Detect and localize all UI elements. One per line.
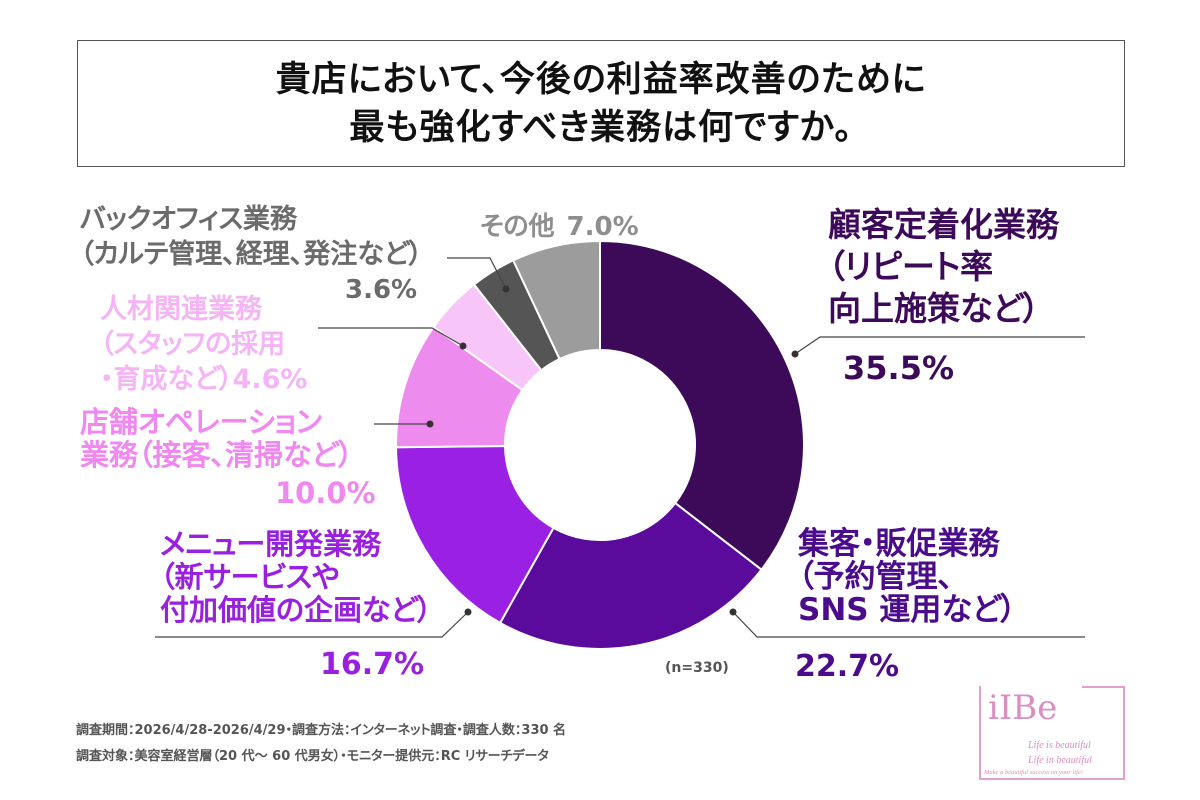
logo-tagline-1: Life is beautiful — [1028, 740, 1091, 751]
value-label-marketing: 22.7% — [795, 649, 900, 684]
sample-size-note: (n=330) — [665, 660, 729, 676]
label-marketing: 集客・販促業務 （予約管理、 SNS 運用など） — [798, 528, 1016, 627]
label-line: 顧客定着化業務 — [828, 205, 1059, 244]
label-line: その他 — [480, 212, 555, 242]
label-line: （新サービスや — [160, 560, 340, 594]
donut-slice-7 — [511, 239, 601, 361]
label-line: 人材関連業務 — [100, 294, 262, 325]
label-line: メニュー開発業務 — [160, 527, 382, 561]
leader-line-menu-development — [155, 611, 469, 638]
value-label-other: 7.0% — [566, 212, 639, 242]
label-line: バックオフィス業務 — [80, 204, 297, 235]
value-label-hr: 4.6% — [232, 364, 308, 395]
label-hr: 人材関連業務 （スタッフの採用 ・育成など）4.6% — [100, 292, 307, 397]
leader-dot-hr — [459, 342, 467, 350]
logo-tagline-3: Make a beautiful success on your life! — [984, 769, 1083, 776]
title-box: 貴店において、今後の利益率改善のために 最も強化すべき業務は何ですか。 — [77, 40, 1125, 167]
label-line: 店舗オペレーション — [80, 405, 322, 439]
value-label-back-office: 3.6% — [345, 275, 418, 305]
label-store-operation: 店舗オペレーション 業務（接客、清掃など） — [80, 406, 353, 472]
label-line: （スタッフの採用 — [100, 329, 286, 360]
logo-frame-top — [1082, 686, 1123, 688]
value-label-menu-development: 16.7% — [320, 647, 425, 682]
value-label-store-operation: 10.0% — [275, 476, 376, 510]
label-line: （予約管理、 — [798, 559, 953, 595]
donut-slice-1 — [599, 239, 805, 572]
leader-dot-back-office — [502, 285, 510, 293]
label-line: 向上施策など） — [828, 289, 1040, 328]
chart-title-line-1: 貴店において、今後の利益率改善のために — [275, 59, 927, 100]
donut-slice-3 — [395, 445, 555, 625]
leader-line-hr — [318, 327, 464, 347]
leader-line-marketing — [732, 611, 1085, 638]
value-label-customer-retention: 35.5% — [843, 349, 955, 387]
label-line: 集客・販促業務 — [798, 526, 1000, 562]
leader-dot-customer-retention — [791, 350, 799, 358]
label-customer-retention: 顧客定着化業務 （リピート率 向上施策など） — [828, 204, 1059, 330]
label-line-with-value: ・育成など）4.6% — [100, 362, 307, 397]
leader-line-customer-retention — [794, 336, 1085, 355]
label-menu-development: メニュー開発業務 （新サービスや 付加価値の企画など） — [160, 528, 432, 627]
label-line: 業務（接客、清掃など） — [80, 438, 353, 472]
logo-frame — [979, 686, 1125, 780]
leader-dot-marketing — [729, 608, 737, 616]
label-line: ・育成など） — [100, 364, 233, 395]
label-other: その他 7.0% — [480, 211, 639, 243]
label-line: 付加価値の企画など） — [160, 593, 432, 627]
logo-tagline-2: Life in beautiful — [1028, 755, 1092, 766]
label-line: （カルテ管理、経理、発注など） — [80, 239, 423, 270]
label-line: SNS 運用など） — [798, 592, 1017, 628]
leader-dots — [426, 285, 799, 616]
chart-title-line-2: 最も強化すべき業務は何ですか。 — [349, 107, 853, 148]
label-line: （リピート率 — [828, 247, 994, 286]
logo-mark: iIBe — [988, 688, 1058, 728]
survey-info-line-1: 調査期間：2026/4/28-2026/4/29・調査方法：インターネット調査・… — [76, 723, 567, 738]
leader-dot-store-operation — [426, 420, 434, 428]
leader-lines — [155, 257, 1085, 638]
donut-slices — [395, 239, 805, 650]
leader-dot-menu-development — [464, 608, 472, 616]
donut-slice-2 — [498, 501, 763, 650]
label-back-office: バックオフィス業務 （カルテ管理、経理、発注など） — [80, 202, 422, 272]
leader-line-back-office — [447, 257, 507, 290]
survey-info-line-2: 調査対象：美容室経営層（20 代～ 60 代男女）・モニター提供元：RC リサー… — [76, 749, 549, 764]
